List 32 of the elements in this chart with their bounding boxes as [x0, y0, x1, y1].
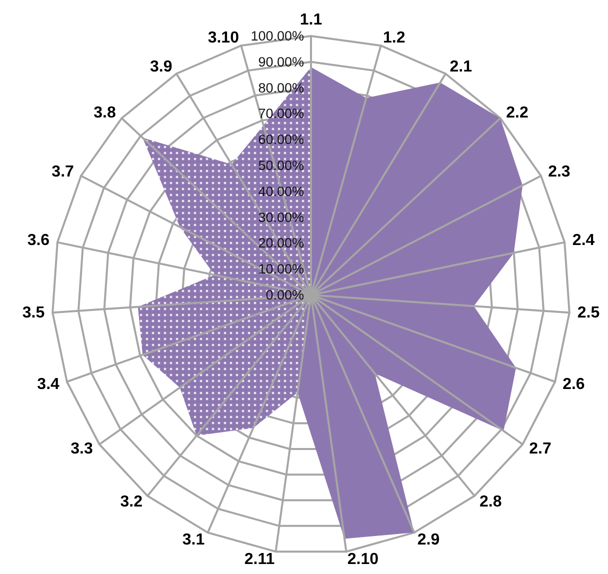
y-tick-label: 60.00% — [258, 132, 304, 148]
spoke-label: 3.1 — [182, 531, 205, 548]
spoke-label: 2.6 — [562, 376, 585, 393]
spoke-label: 2.2 — [506, 104, 528, 122]
spoke-label: 2.3 — [548, 164, 570, 181]
y-tick-label: 10.00% — [258, 262, 304, 277]
spoke-label: 1.1 — [300, 12, 322, 28]
y-tick-label: 40.00% — [258, 184, 304, 199]
spoke-label: 3.8 — [94, 104, 116, 122]
spoke-label: 2.11 — [244, 551, 275, 568]
y-tick-label: 20.00% — [258, 236, 304, 251]
spoke-label: 2.4 — [572, 232, 595, 250]
spoke-label: 2.1 — [450, 58, 472, 76]
spoke-label: 3.7 — [52, 164, 74, 181]
y-tick-label: 100.00% — [250, 28, 304, 44]
spoke-label: 3.5 — [22, 304, 45, 322]
spoke-label: 2.5 — [577, 304, 600, 322]
spoke-label: 3.6 — [27, 232, 50, 250]
spoke-label: 3.3 — [70, 440, 93, 458]
spoke-label: 2.7 — [529, 440, 552, 458]
spoke-label: 3.9 — [150, 58, 172, 76]
y-tick-label: 90.00% — [258, 54, 304, 70]
y-tick-label: 50.00% — [258, 158, 304, 173]
y-tick-label: 30.00% — [258, 210, 304, 225]
spoke-label: 3.2 — [120, 494, 143, 511]
spoke-label: 2.9 — [417, 531, 440, 548]
spoke-label: 3.4 — [37, 376, 60, 393]
spoke-label: 1.2 — [383, 29, 406, 46]
spoke-label: 2.10 — [347, 551, 379, 568]
spoke-label: 2.8 — [480, 494, 502, 511]
spoke-label: 3.10 — [208, 29, 240, 46]
y-tick-label: 0.00% — [266, 288, 304, 302]
